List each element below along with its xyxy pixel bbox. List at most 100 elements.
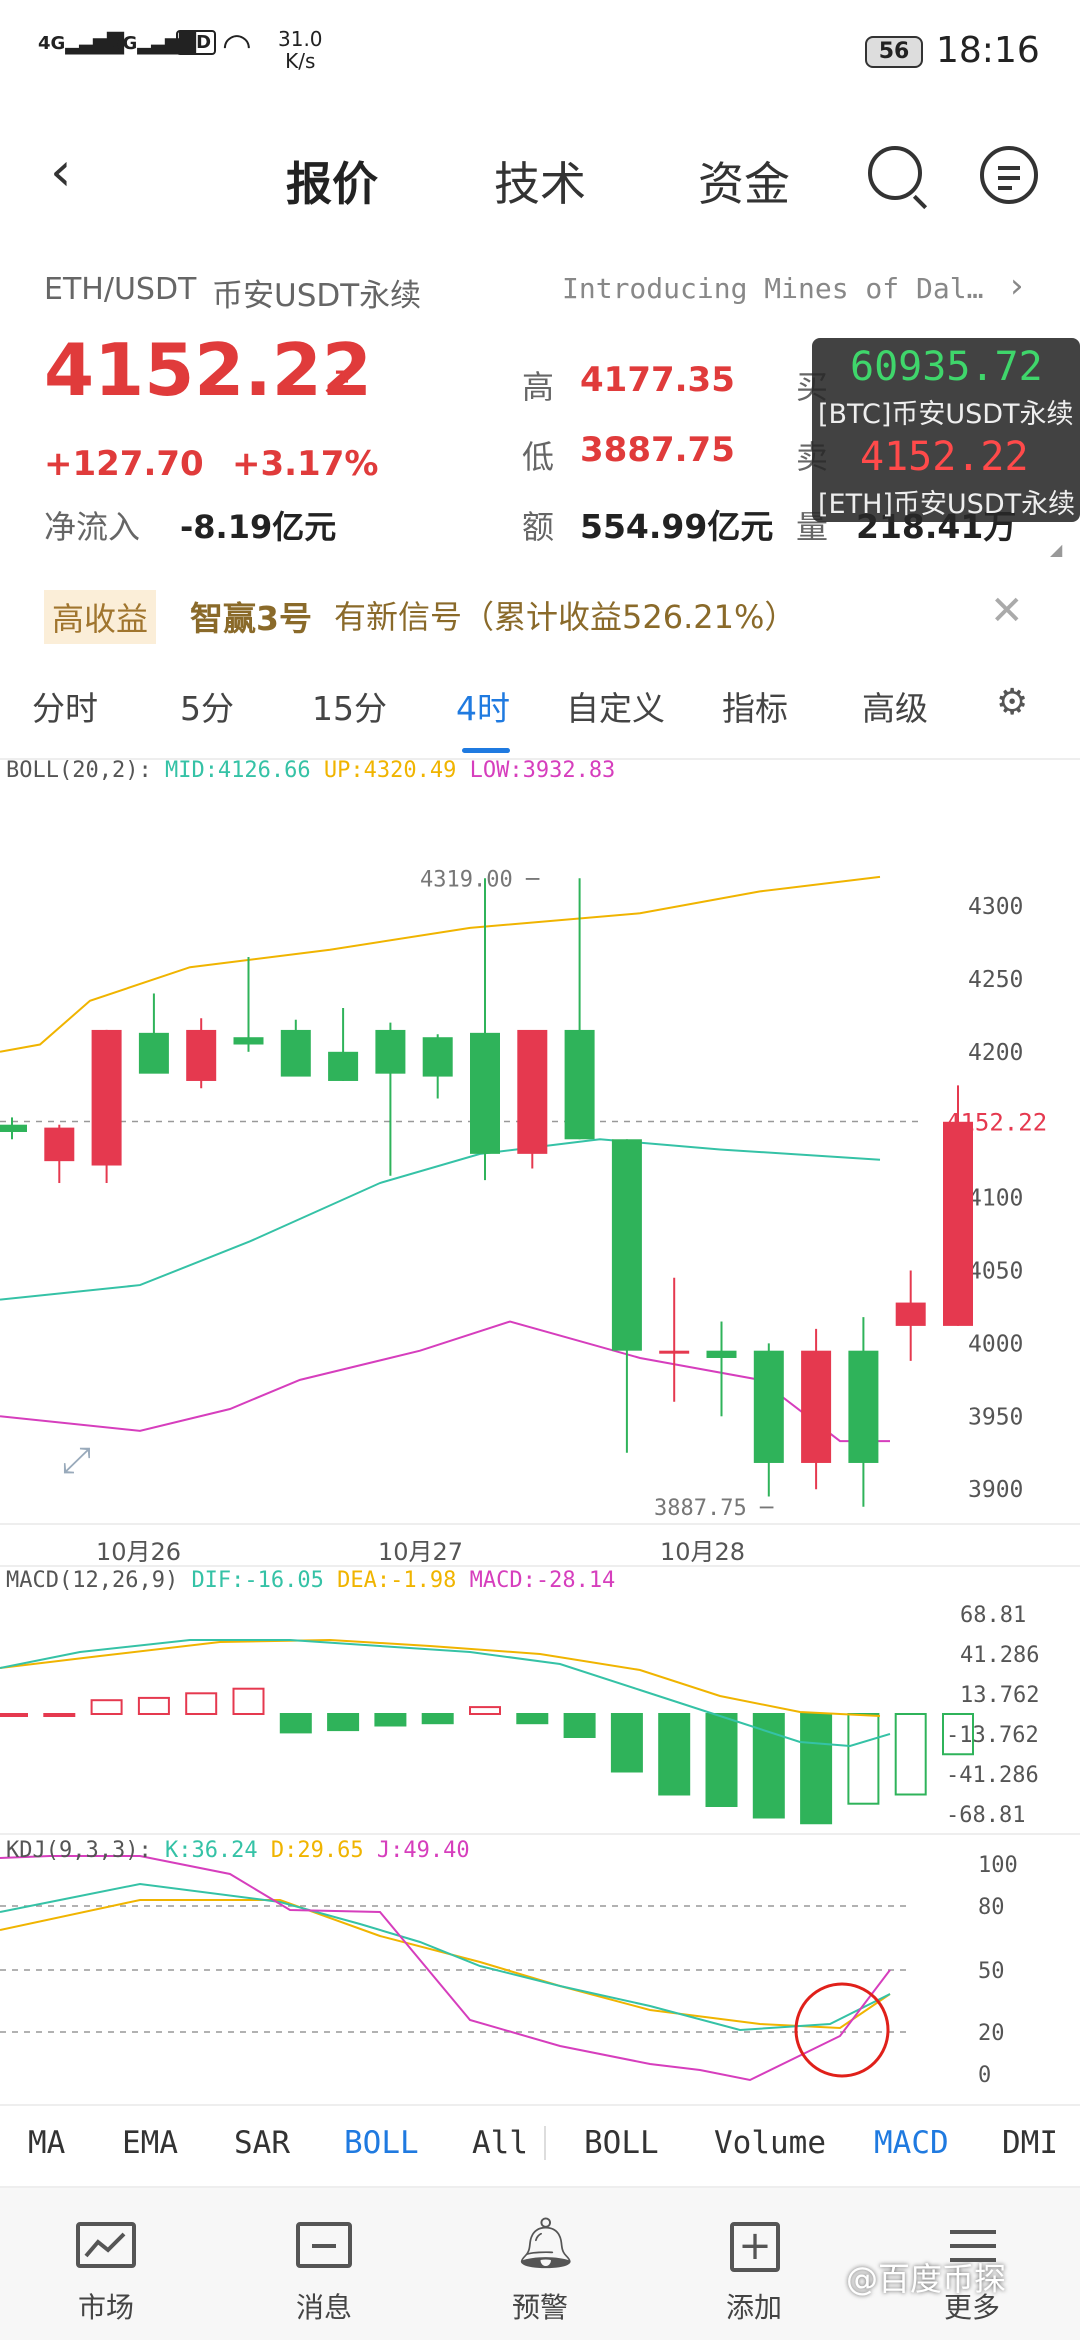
kdj-j-line (0, 1855, 891, 2082)
tab-funds[interactable]: 资金 (698, 157, 790, 211)
floating-quote-window[interactable]: 60935.72 [BTC]币安USDT永续 4152.22 [ETH]币安US… (812, 338, 1080, 522)
indicator-dmi[interactable]: DMI (1002, 2125, 1058, 2161)
macd-bar (894, 1713, 927, 1796)
tab-quote[interactable]: 报价 (286, 157, 378, 211)
high-value: 4177.35 (580, 360, 735, 400)
indicator-boll-main[interactable]: BOLL (344, 2125, 419, 2161)
macd-y-tick: 41.286 (960, 1643, 1039, 1668)
close-icon[interactable]: ✕ (990, 588, 1024, 634)
macd-bar (752, 1713, 785, 1819)
divider (0, 758, 1080, 760)
boll-mid-line (0, 1138, 881, 1301)
candle-body (328, 1051, 359, 1081)
min-price-label: 3887.75 ─ (654, 1496, 774, 1521)
up-arrow-icon: ↗ (320, 358, 354, 404)
divider (544, 2126, 546, 2160)
tab-period-5m[interactable]: 5分 (180, 689, 234, 728)
y-axis-tick: 4200 (968, 1040, 1023, 1066)
macd-bar (942, 1713, 974, 1756)
indicator-boll-sub[interactable]: BOLL (584, 2125, 659, 2161)
expand-icon[interactable]: ⤢ (62, 1440, 91, 1481)
macd-bar (185, 1692, 218, 1716)
message-icon[interactable] (296, 2222, 352, 2268)
tab-period-4h[interactable]: 4时 (456, 689, 510, 728)
macd-bar (421, 1713, 454, 1725)
candle-body (44, 1127, 75, 1162)
tab-technical[interactable]: 技术 (494, 157, 586, 211)
y-axis-tick: 3950 (968, 1404, 1023, 1430)
indicator-volume[interactable]: Volume (714, 2125, 826, 2161)
kline-chart[interactable]: 430042504200410040504000395039004152.22 … (0, 780, 1080, 2100)
hd-icon: HD (176, 30, 217, 55)
candle-body (801, 1350, 832, 1463)
kdj-y-tick: 50 (978, 1959, 1005, 1984)
high-label: 高 (522, 368, 555, 406)
indicator-ema[interactable]: EMA (122, 2125, 178, 2161)
nav-more[interactable]: 更多 (944, 2291, 1001, 2324)
back-button[interactable]: ‹ (50, 140, 72, 203)
candle-body (375, 1029, 406, 1074)
more-settings-icon[interactable] (950, 2226, 996, 2266)
signal-5g-icon: 5G▂▃▅▇ (110, 30, 196, 55)
strategy-signal-text[interactable]: 有新信号（累计收益526.21%） (334, 598, 797, 636)
candle-body (943, 1121, 973, 1326)
indicator-all[interactable]: All (472, 2125, 528, 2161)
macd-bar (90, 1699, 123, 1715)
macd-bar (610, 1713, 643, 1773)
wifi-icon: ◠ (222, 26, 252, 66)
market-chart-icon[interactable] (76, 2222, 136, 2268)
macd-bar (469, 1706, 501, 1715)
candle-body (0, 1124, 27, 1132)
menu-chat-icon[interactable] (980, 146, 1038, 204)
strategy-name[interactable]: 智赢3号 (190, 599, 312, 638)
tab-advanced[interactable]: 高级 (862, 689, 928, 728)
promo-link[interactable]: Introducing Mines of Dal… (562, 272, 984, 305)
netflow-label: 净流入 (44, 508, 141, 546)
macd-y-tick: 13.762 (960, 1683, 1039, 1708)
indicator-macd[interactable]: MACD (874, 2125, 949, 2161)
status-bar: 4G▂▃▅▇ 5G▂▃▅▇ HD ◠ 31.0 K/s 56 18:16 (0, 0, 1080, 110)
candle-body (233, 1037, 264, 1045)
macd-dif-line (0, 1639, 891, 1748)
last-price: 4152.22 (44, 328, 372, 412)
indicator-ma[interactable]: MA (28, 2125, 66, 2161)
amount-label: 额 (522, 508, 555, 546)
low-label: 低 (522, 438, 555, 476)
macd-bar (658, 1713, 691, 1796)
bell-icon[interactable]: 🔔︎ (514, 2214, 578, 2272)
boll-up-line (0, 875, 881, 1053)
btc-float-label: [BTC]币安USDT永续 (818, 399, 1074, 430)
add-icon[interactable]: + (730, 2222, 780, 2272)
macd-y-tick: -13.762 (946, 1723, 1039, 1748)
active-tab-indicator (462, 748, 510, 753)
bottom-nav (0, 2186, 1080, 2340)
tab-period-custom[interactable]: 自定义 (566, 689, 665, 728)
candle-body (186, 1029, 217, 1081)
chevron-right-icon: › (1010, 266, 1024, 306)
macd-dea-line (0, 1638, 881, 1717)
tab-period-15m[interactable]: 15分 (312, 689, 387, 728)
nav-alerts[interactable]: 预警 (512, 2291, 569, 2324)
corner-marker-icon: ◢ (1050, 540, 1063, 559)
nav-market[interactable]: 市场 (78, 2291, 135, 2324)
search-icon[interactable] (868, 146, 928, 210)
tab-period-timeshare[interactable]: 分时 (32, 689, 98, 728)
indicator-sar[interactable]: SAR (234, 2125, 290, 2161)
highlight-circle (794, 1982, 890, 2078)
pair-name: ETH/USDT (44, 272, 197, 307)
nav-messages[interactable]: 消息 (296, 2291, 353, 2324)
price-change: +127.70 (44, 444, 204, 484)
clock: 18:16 (936, 30, 1040, 71)
network-speed: 31.0 K/s (278, 27, 323, 73)
kdj-d-line (0, 1899, 891, 2030)
market-name: 币安USDT永续 (212, 278, 422, 314)
macd-bar (847, 1713, 880, 1805)
boll-legend: BOLL(20,2): MID:4126.66 UP:4320.49 LOW:3… (6, 758, 616, 783)
chart-settings-icon[interactable]: ⚙ (996, 682, 1029, 723)
macd-bar (279, 1713, 312, 1734)
macd-y-tick: -41.286 (946, 1763, 1039, 1788)
candle-body (753, 1350, 784, 1463)
low-value: 3887.75 (580, 430, 735, 470)
tab-indicators[interactable]: 指标 (722, 689, 788, 728)
nav-add[interactable]: 添加 (726, 2291, 783, 2324)
